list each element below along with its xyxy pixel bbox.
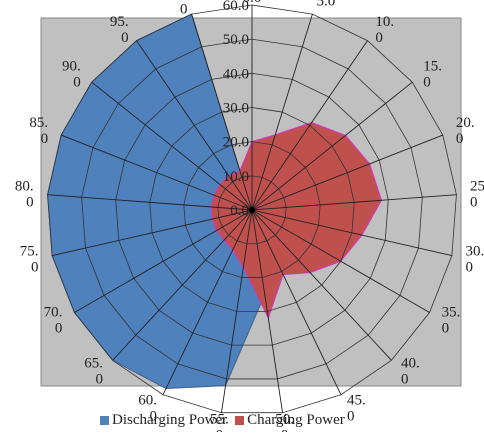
radial-tick-label: 40.0 — [223, 66, 249, 82]
spoke — [162, 209, 253, 395]
category-label: 90. 0 — [62, 58, 81, 90]
category-label: 20. 0 — [456, 115, 475, 147]
radial-tick-label: 0.0 — [230, 203, 249, 219]
spoke — [74, 209, 253, 313]
spoke — [251, 194, 457, 211]
center-dot — [249, 207, 255, 213]
legend-item-discharging: Discharging Power — [100, 412, 227, 429]
spoke — [221, 209, 253, 413]
radial-tick-label: 10.0 — [223, 169, 249, 185]
spoke — [91, 81, 253, 211]
spoke — [251, 209, 283, 413]
legend-label-discharging: Discharging Power — [112, 411, 228, 428]
spoke — [251, 81, 413, 211]
legend-label-charging: Charging Power — [247, 411, 345, 428]
category-label: 15. 0 — [423, 58, 442, 90]
spoke — [112, 209, 253, 361]
radial-tick-label: 20.0 — [223, 135, 249, 151]
spoke — [136, 40, 253, 211]
spoke — [251, 209, 342, 395]
category-label: 70. 0 — [44, 305, 63, 337]
grid-ring — [115, 72, 389, 346]
category-label: 65. 0 — [84, 356, 103, 388]
category-label: 75. 0 — [20, 244, 39, 276]
category-label: 85. 0 — [29, 115, 48, 147]
spoke — [47, 194, 253, 211]
category-label: 1000 — [165, 0, 188, 18]
category-label: 35. 0 — [442, 305, 461, 337]
spoke — [251, 209, 392, 361]
spoke — [191, 13, 253, 211]
category-label: 95. 0 — [110, 14, 129, 46]
grid-ring — [217, 175, 287, 245]
spoke — [61, 134, 253, 211]
legend: Discharging Power Charging Power — [100, 410, 440, 430]
category-label: 60. 0 — [138, 392, 157, 424]
category-label: 25 0 — [470, 179, 484, 211]
legend-swatch-charging — [235, 415, 245, 425]
grid-ring — [149, 107, 355, 312]
radial-tick-label: 60.0 — [223, 0, 249, 14]
category-label: 10. 0 — [375, 14, 394, 46]
category-label: 30. 0 — [466, 244, 484, 276]
category-label: 80. 0 — [15, 179, 34, 211]
legend-item-charging: Charging Power — [235, 412, 345, 429]
spoke — [251, 134, 443, 211]
grid-ring — [183, 141, 321, 278]
grid-ring — [47, 4, 457, 414]
legend-swatch-discharging — [100, 415, 109, 425]
category-label: 40. 0 — [401, 356, 420, 388]
spoke — [251, 209, 452, 257]
spoke — [251, 13, 313, 211]
category-label: 5.0 — [317, 0, 336, 10]
spoke — [52, 209, 253, 257]
category-label: 45. 0 — [347, 392, 366, 424]
radial-tick-label: 50.0 — [223, 32, 249, 48]
grid-ring — [81, 38, 423, 380]
radial-tick-label: 30.0 — [223, 101, 249, 117]
spoke — [251, 209, 430, 313]
spoke — [251, 40, 368, 211]
category-label: 0.0 — [243, 0, 262, 6]
